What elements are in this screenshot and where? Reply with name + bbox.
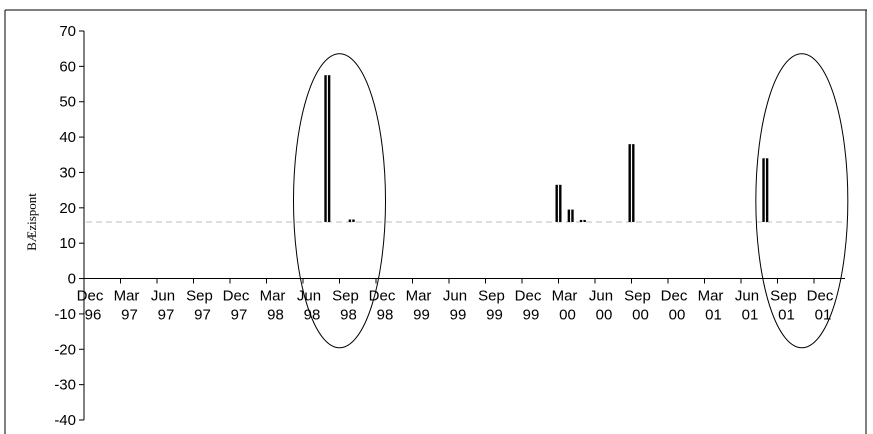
- x-tick-label-month: Mar: [552, 288, 578, 305]
- bars: [324, 75, 769, 222]
- x-tick-label-month: Jun: [735, 288, 759, 305]
- y-tick-label: 10: [59, 235, 76, 252]
- y-tick-label: 50: [59, 94, 76, 111]
- x-tick-label-month: Dec: [807, 288, 834, 305]
- x-tick-label-year: 97: [231, 307, 248, 324]
- x-tick-label-year: 99: [486, 307, 503, 324]
- x-tick-label-month: Mar: [114, 288, 140, 305]
- bar: [579, 219, 586, 222]
- x-tick-label-year: 00: [596, 307, 613, 324]
- x-tick-label-year: 98: [340, 307, 357, 324]
- x-tick-label-year: 98: [304, 307, 321, 324]
- x-tick-label-year: 99: [413, 307, 430, 324]
- x-tick-label-month: Sep: [332, 288, 359, 305]
- bar: [567, 209, 574, 222]
- y-axis-title: BÆzispont: [24, 193, 39, 251]
- x-tick-label-year: 99: [523, 307, 540, 324]
- x-tick-label-year: 97: [158, 307, 175, 324]
- x-tick-label-year: 01: [778, 307, 795, 324]
- y-tick-label: 70: [59, 23, 76, 40]
- x-tick-label-month: Sep: [624, 288, 651, 305]
- y-tick-label: 30: [59, 164, 76, 181]
- y-tick-label: 60: [59, 58, 76, 75]
- y-tick-label: 0: [68, 271, 76, 288]
- x-tick-label-year: 97: [121, 307, 138, 324]
- bar: [555, 184, 562, 222]
- x-tick-label-year: 01: [742, 307, 759, 324]
- x-tick-label-month: Sep: [186, 288, 213, 305]
- y-tick-label: -30: [54, 377, 76, 394]
- x-axis: Dec 96 Mar 97 Jun 97 Sep 97 Dec 97 Mar 98 Jun 98 Sep 98…: [77, 278, 845, 324]
- highlight-ellipse: [293, 53, 386, 349]
- x-tick-label-month: Dec: [515, 288, 542, 305]
- x-tick-label-year: 00: [669, 307, 686, 324]
- x-tick-label-month: Mar: [260, 288, 286, 305]
- y-tick-label: -20: [54, 341, 76, 358]
- bar: [324, 75, 331, 222]
- y-tick-label: -40: [54, 412, 76, 429]
- x-tick-label-year: 96: [85, 307, 102, 324]
- x-tick-label-month: Dec: [661, 288, 688, 305]
- x-tick-label-month: Dec: [77, 288, 104, 305]
- x-tick-label-month: Jun: [151, 288, 175, 305]
- x-tick-label-year: 00: [559, 307, 576, 324]
- x-tick-label-month: Jun: [443, 288, 467, 305]
- x-tick-label-month: Mar: [406, 288, 432, 305]
- x-tick-label-month: Sep: [770, 288, 797, 305]
- highlight-ellipse: [755, 53, 849, 349]
- y-axis: -40 -30 -20 -10 0 10 20 30 40 50 60 70: [54, 23, 85, 429]
- x-tick-label-month: Dec: [223, 288, 250, 305]
- y-tick-label: -10: [54, 306, 76, 323]
- x-tick-label-year: 99: [450, 307, 467, 324]
- x-tick-label-month: Jun: [589, 288, 613, 305]
- highlights: [293, 53, 849, 349]
- x-tick-label-year: 98: [377, 307, 394, 324]
- x-tick-label-year: 00: [632, 307, 649, 324]
- x-tick-label-year: 01: [705, 307, 722, 324]
- y-tick-label: 20: [59, 200, 76, 217]
- x-tick-label-month: Mar: [698, 288, 724, 305]
- bar: [762, 158, 769, 222]
- bar: [628, 144, 635, 222]
- bar: [348, 219, 355, 222]
- x-tick-label-month: Sep: [478, 288, 505, 305]
- x-tick-label-year: 98: [267, 307, 284, 324]
- x-tick-label-month: Jun: [297, 288, 321, 305]
- x-tick-label-year: 97: [194, 307, 211, 324]
- y-tick-label: 40: [59, 129, 76, 146]
- x-tick-label-year: 01: [815, 307, 832, 324]
